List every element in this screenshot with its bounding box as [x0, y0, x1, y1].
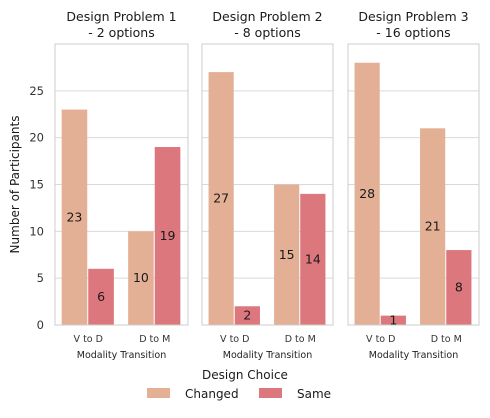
bar-same-1	[88, 268, 114, 325]
bar-changed-2	[128, 231, 154, 325]
legend-label-changed: Changed	[185, 387, 239, 401]
y-axis-title: Number of Participants	[8, 116, 22, 254]
x-tick-label: V to D	[366, 334, 395, 345]
legend-swatch-changed	[147, 388, 170, 398]
bar-same-2	[446, 250, 472, 325]
data-label: 6	[97, 289, 105, 304]
x-axis-title: Modality Transition	[77, 350, 166, 361]
bar-changed-2	[274, 184, 300, 325]
x-tick-label: D to M	[139, 334, 170, 345]
data-label: 1	[389, 312, 397, 327]
bar-same-2	[154, 147, 181, 325]
legend: Design Choice Changed Same	[147, 368, 331, 401]
panel-3: 28 1 V to D 21 8 D to M Design Problem 3- 16 o…	[347, 9, 480, 361]
y-tick-label: 10	[29, 224, 44, 238]
bar-changed-1	[61, 109, 88, 325]
x-tick-label: D to M	[285, 334, 316, 345]
data-label: 15	[279, 247, 295, 262]
panel-2: 27 2 V to D 15 14 D to M Design Problem 2- 8 o…	[201, 9, 334, 361]
data-label: 2	[243, 308, 251, 323]
data-label: 21	[425, 219, 441, 234]
data-label: 8	[455, 280, 463, 295]
y-tick-label: 25	[29, 84, 44, 98]
legend-title: Design Choice	[202, 368, 288, 382]
y-tick-label: 5	[37, 271, 44, 285]
data-label: 28	[359, 186, 375, 201]
legend-label-same: Same	[297, 387, 331, 401]
data-label: 10	[133, 270, 149, 285]
panel-title-line1: Design Problem 3	[358, 9, 468, 24]
bar-changed-2	[420, 128, 446, 325]
panel-title-line2: - 16 options	[376, 25, 450, 40]
x-tick-label: V to D	[220, 334, 249, 345]
bar-same-1	[380, 315, 406, 325]
x-tick-label: D to M	[431, 334, 462, 345]
panel-title-line1: Design Problem 2	[212, 9, 322, 24]
panel-frame	[201, 43, 334, 326]
panel-1: 23 6 V to D 10 19 D to M Design Problem 1- 2 o…	[54, 9, 189, 361]
bar-same-2	[300, 193, 326, 325]
bar-changed-1	[354, 62, 380, 325]
bar-same-1	[234, 306, 260, 325]
data-label: 27	[213, 191, 229, 206]
y-tick-label: 20	[29, 131, 44, 145]
panel-title-line2: - 2 options	[88, 25, 154, 40]
panel-title-line1: Design Problem 1	[66, 9, 176, 24]
panel-frame	[54, 43, 189, 326]
panel-frame	[347, 43, 480, 326]
y-tick-label: 0	[37, 318, 44, 332]
data-label: 19	[160, 228, 176, 243]
bar-changed-1	[208, 72, 234, 325]
data-label: 23	[66, 209, 82, 224]
panel-title-line2: - 8 options	[234, 25, 300, 40]
x-axis-title: Modality Transition	[223, 350, 312, 361]
x-axis-title: Modality Transition	[369, 350, 458, 361]
data-label: 14	[305, 251, 321, 266]
legend-swatch-same	[259, 388, 282, 398]
y-tick-label: 15	[29, 178, 44, 192]
x-tick-label: V to D	[74, 334, 103, 345]
